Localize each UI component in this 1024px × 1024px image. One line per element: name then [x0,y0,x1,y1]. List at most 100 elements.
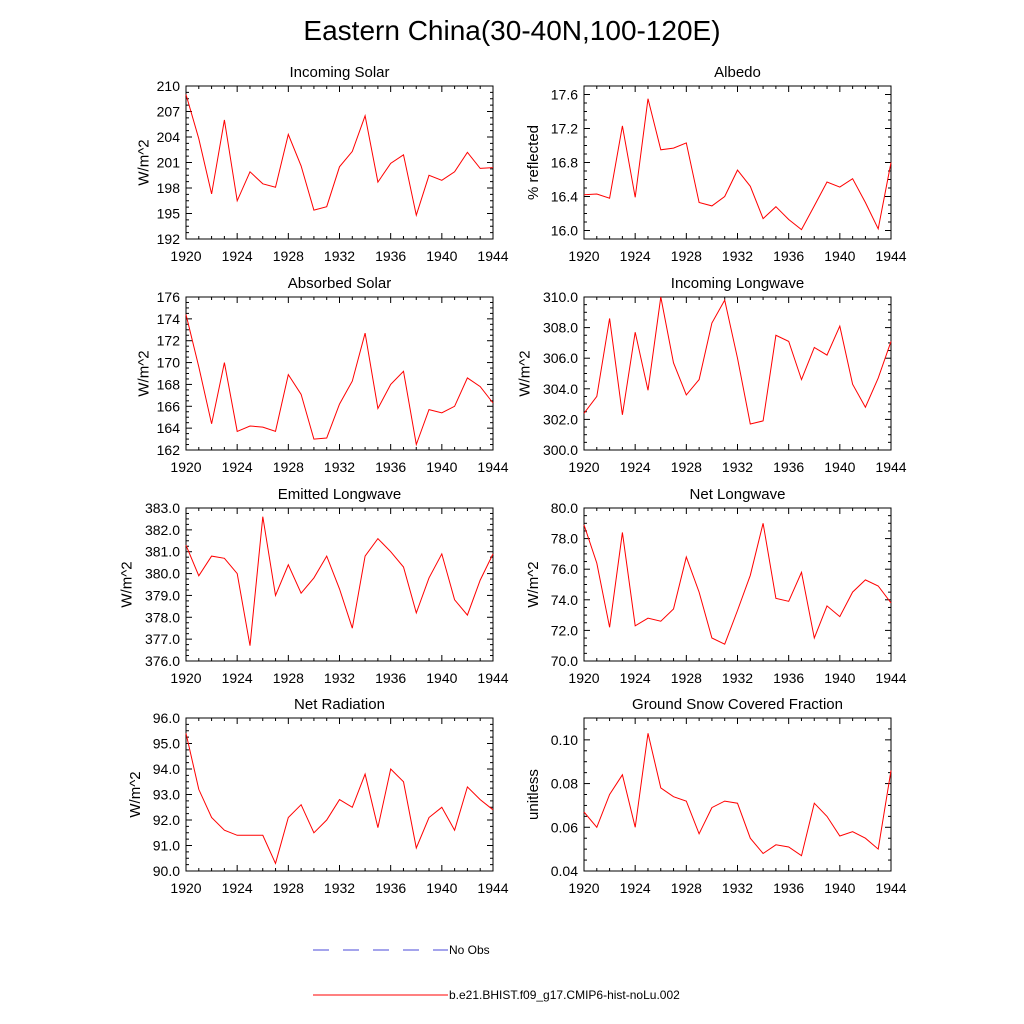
y-tick-label: 204 [157,129,181,145]
y-tick-label: 162 [157,442,181,458]
x-tick-label: 1928 [671,459,702,475]
x-tick-label: 1944 [477,459,508,475]
series-line [583,733,892,857]
x-tick-label: 1944 [477,880,508,896]
panel-title: Absorbed Solar [288,275,391,292]
x-tick-label: 1932 [722,248,753,264]
series-line [185,94,494,218]
plot-frame [583,85,892,240]
chart-panel: Net Longwave 1920 1924 1928 1932 1936 1940 1944… [525,486,907,686]
chart-panel: Emitted Longwave 1920 1924 1928 1932 1936 1940… [119,486,509,686]
panel-title: Net Radiation [294,696,385,713]
chart-panel: Net Radiation 1920 1924 1928 1932 1936 1940 194… [127,696,509,896]
x-tick-label: 1920 [568,248,599,264]
x-tick-label: 1936 [773,248,804,264]
plot-frame [185,296,494,451]
x-tick-label: 1928 [671,670,702,686]
x-tick-label: 1932 [324,880,355,896]
y-tick-label: 207 [157,104,181,120]
y-axis-label: W/m^2 [119,561,136,607]
y-tick-label: 96.0 [153,710,180,726]
plot-frame [583,507,892,662]
x-tick-label: 1928 [273,670,304,686]
y-tick-label: 302.0 [543,411,578,427]
x-tick-label: 1920 [170,248,201,264]
x-tick-label: 1936 [773,670,804,686]
y-tick-label: 192 [157,231,181,247]
x-tick-label: 1932 [324,670,355,686]
y-tick-label: 380.0 [145,566,180,582]
y-axis-label: W/m^2 [136,350,153,396]
x-tick-label: 1928 [273,459,304,475]
y-tick-label: 306.0 [543,350,578,366]
y-tick-label: 80.0 [551,500,578,516]
x-tick-label: 1920 [170,459,201,475]
plot-frame [583,296,892,451]
x-tick-label: 1940 [824,880,855,896]
y-tick-label: 16.4 [551,189,578,205]
y-tick-label: 0.10 [551,732,578,748]
y-tick-label: 304.0 [543,381,578,397]
y-tick-label: 376.0 [145,653,180,669]
y-tick-label: 300.0 [543,442,578,458]
y-tick-label: 310.0 [543,289,578,305]
x-tick-label: 1940 [824,248,855,264]
x-tick-label: 1936 [375,248,406,264]
panel-title: Emitted Longwave [278,486,401,503]
y-tick-label: 382.0 [145,522,180,538]
x-tick-label: 1944 [875,459,906,475]
y-tick-label: 174 [157,311,181,327]
x-tick-label: 1944 [477,248,508,264]
x-tick-label: 1940 [426,670,457,686]
y-tick-label: 95.0 [153,736,180,752]
y-axis-label: W/m^2 [127,771,144,817]
x-tick-label: 1920 [568,670,599,686]
y-tick-label: 210 [157,78,181,94]
series-line [583,523,892,645]
x-tick-label: 1936 [773,880,804,896]
x-tick-label: 1940 [426,248,457,264]
y-tick-label: 17.2 [551,121,578,137]
chart-panel: Ground Snow Covered Fraction 1920 1924 1928… [525,696,907,896]
x-tick-label: 1936 [773,459,804,475]
chart-panel: Albedo 1920 1924 1928 1932 1936 1940 1944 16.0 16… [525,64,907,264]
x-tick-label: 1944 [477,670,508,686]
y-axis-label: W/m^2 [517,350,534,396]
x-tick-label: 1940 [426,880,457,896]
panel-title: Ground Snow Covered Fraction [632,696,843,713]
x-tick-label: 1936 [375,459,406,475]
x-tick-label: 1940 [426,459,457,475]
plot-frame [185,85,494,240]
x-tick-label: 1932 [722,670,753,686]
x-tick-label: 1932 [324,459,355,475]
panel-title: Albedo [714,64,761,81]
x-tick-label: 1932 [324,248,355,264]
y-tick-label: 0.08 [551,776,578,792]
y-tick-label: 90.0 [153,863,180,879]
x-tick-label: 1932 [722,459,753,475]
panels: Incoming Solar 1920 1924 1928 1932 1936 1940 19… [119,64,907,896]
y-axis-label: % reflected [525,125,542,200]
plot-frame [185,717,494,872]
y-tick-label: 176 [157,289,181,305]
x-tick-label: 1940 [824,670,855,686]
legend-model-label: b.e21.BHIST.f09_g17.CMIP6-hist-noLu.002 [449,988,680,1002]
series-line [185,516,494,646]
y-tick-label: 0.04 [551,863,578,879]
chart-panel: Incoming Longwave 1920 1924 1928 1932 1936 194… [517,275,907,475]
y-tick-label: 164 [157,420,181,436]
y-tick-label: 91.0 [153,838,180,854]
x-tick-label: 1920 [170,670,201,686]
series-line [583,296,892,425]
series-line [583,98,892,231]
y-tick-label: 94.0 [153,761,180,777]
x-tick-label: 1924 [222,880,253,896]
x-tick-label: 1924 [620,670,651,686]
y-tick-label: 76.0 [551,561,578,577]
y-tick-label: 93.0 [153,787,180,803]
x-tick-label: 1944 [875,248,906,264]
y-axis-label: unitless [525,769,542,820]
x-tick-label: 1928 [273,248,304,264]
y-tick-label: 72.0 [551,622,578,638]
x-tick-label: 1928 [671,880,702,896]
